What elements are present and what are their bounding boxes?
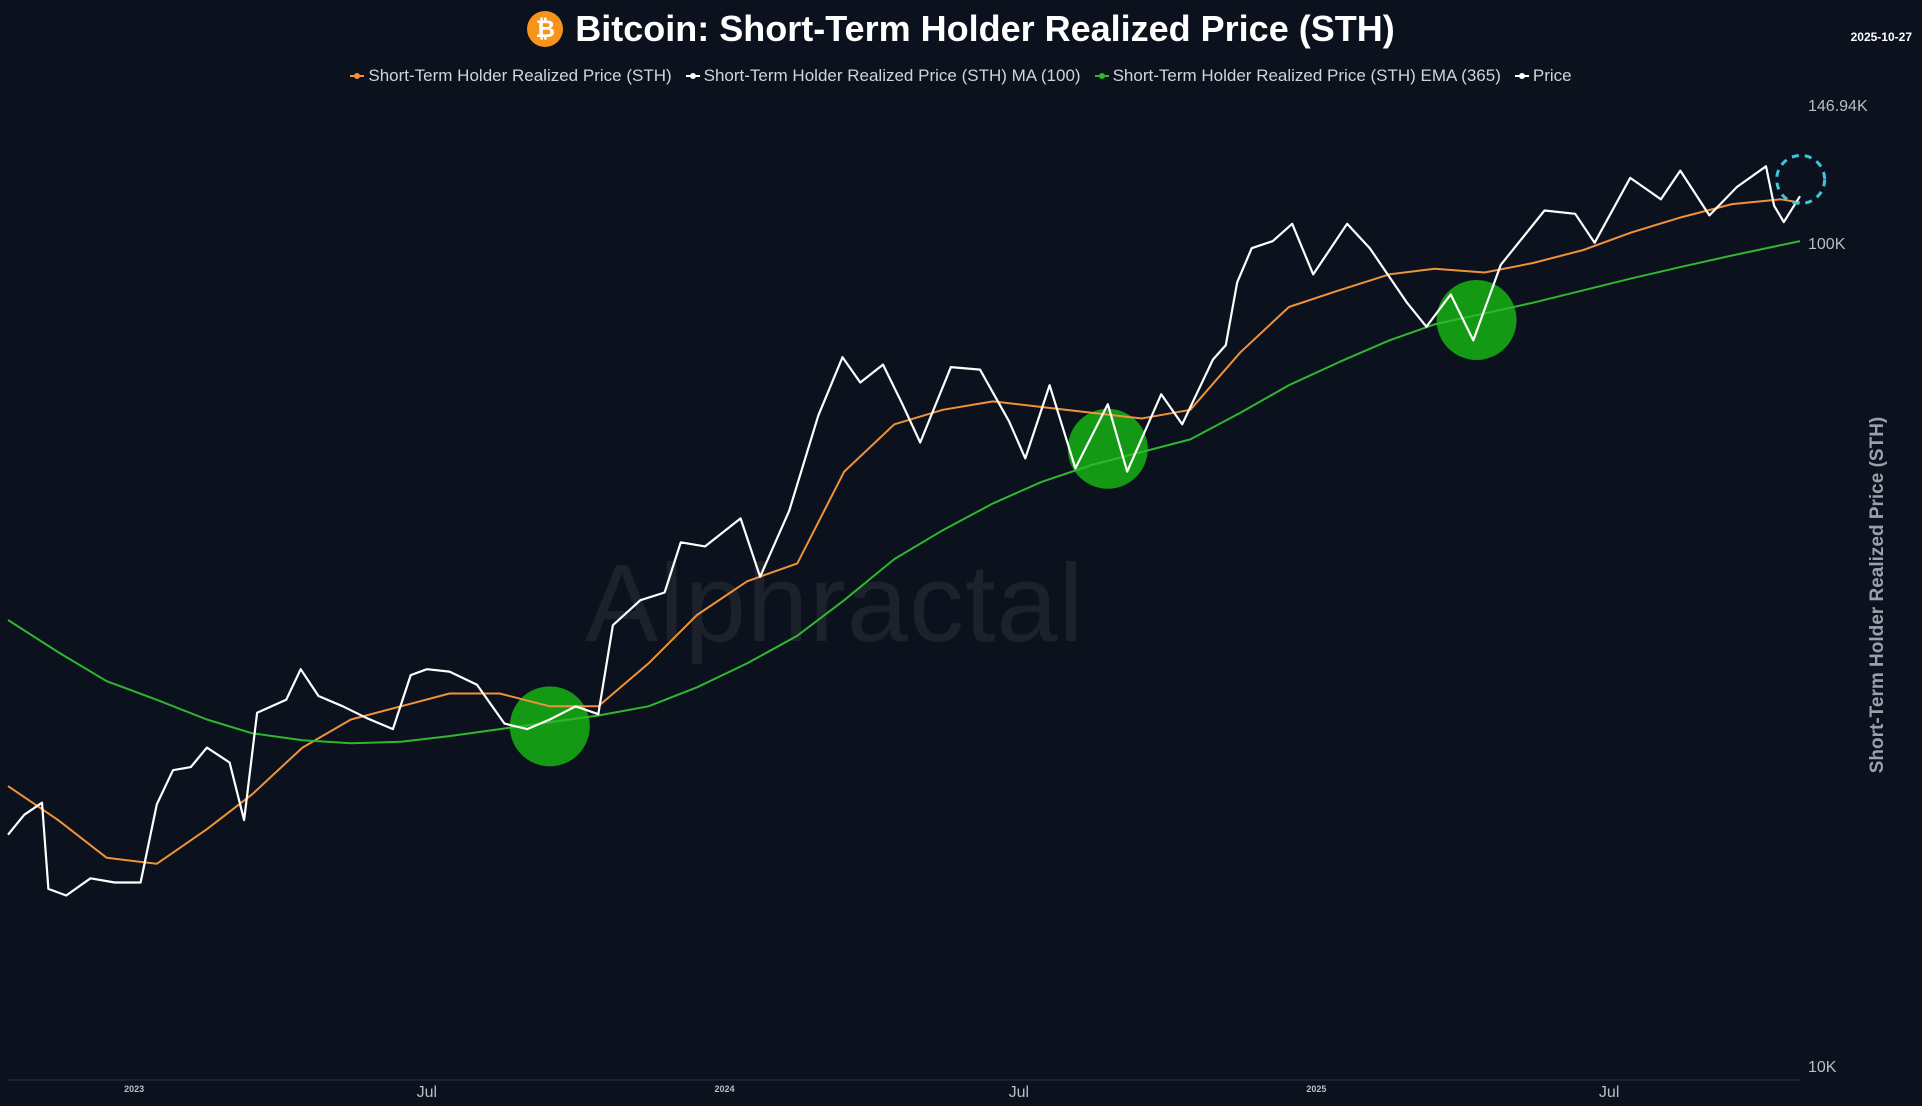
x-tick-label: Jul <box>416 1084 438 1101</box>
legend-item[interactable]: Short-Term Holder Realized Price (STH) M… <box>685 66 1081 86</box>
highlight-circle-3 <box>1436 279 1517 360</box>
legend-marker-icon <box>1514 72 1529 80</box>
y-tick-label: 10K <box>1808 1059 1837 1076</box>
legend-label: Short-Term Holder Realized Price (STH) <box>368 66 672 85</box>
x-tick-label: 2025 <box>1306 1084 1327 1094</box>
series-line-price <box>7 165 1801 897</box>
legend-marker-icon <box>1094 72 1109 80</box>
x-tick-label: Jul <box>1598 1084 1620 1101</box>
legend: Short-Term Holder Realized Price (STH) Sh… <box>0 66 1922 86</box>
x-tick-label: 2023 <box>124 1084 145 1094</box>
legend-item[interactable]: Short-Term Holder Realized Price (STH) E… <box>1094 66 1501 86</box>
legend-label: Price <box>1532 66 1572 85</box>
chart-title: ₿ Bitcoin: Short-Term Holder Realized Pr… <box>0 8 1922 50</box>
legend-marker-icon <box>685 72 700 80</box>
series-line-short-term-holder-realized-price-sth <box>7 198 1801 865</box>
y-tick-label: 146.94K <box>1808 98 1868 115</box>
x-tick-label: 2024 <box>714 1084 735 1094</box>
date-stamp: 2025-10-27 <box>1850 30 1912 44</box>
series-line-short-term-holder-realized-price-sth-ema-365 <box>7 240 1801 745</box>
x-tick-label: Jul <box>1008 1084 1030 1101</box>
legend-item[interactable]: Short-Term Holder Realized Price (STH) <box>350 66 672 86</box>
legend-label: Short-Term Holder Realized Price (STH) M… <box>703 66 1081 85</box>
chart-title-text: Bitcoin: Short-Term Holder Realized Pric… <box>575 8 1395 49</box>
bitcoin-logo-icon: ₿ <box>527 11 564 47</box>
target-marker <box>1775 153 1827 205</box>
legend-item[interactable]: Price <box>1514 66 1572 86</box>
highlight-circle-2 <box>1067 408 1148 489</box>
y-tick-label: 100K <box>1808 235 1846 253</box>
legend-label: Short-Term Holder Realized Price (STH) E… <box>1112 66 1501 85</box>
legend-marker-icon <box>350 72 365 80</box>
